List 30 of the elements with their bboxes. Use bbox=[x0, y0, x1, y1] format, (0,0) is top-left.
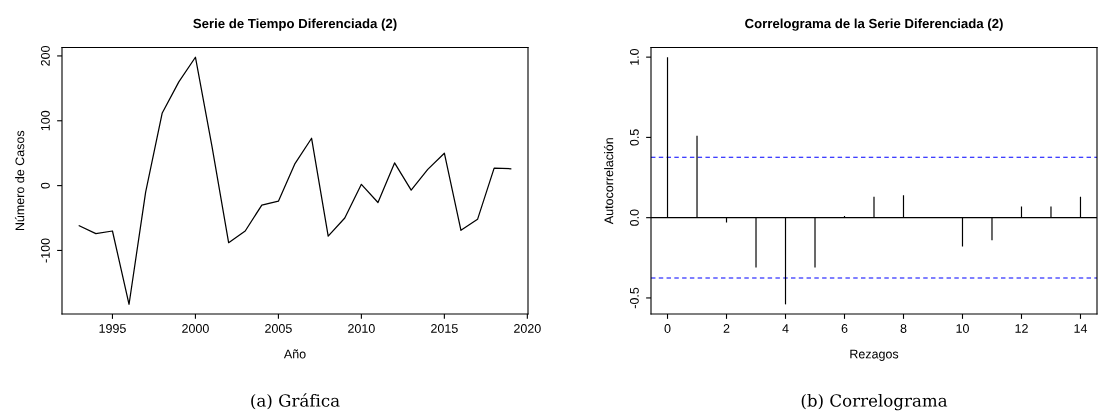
y-tick-label: 0.5 bbox=[629, 129, 639, 146]
y-tick-label: 0.0 bbox=[629, 209, 639, 226]
x-tick-label: 2020 bbox=[514, 324, 541, 333]
y-axis-title: Autocorrelación bbox=[603, 138, 614, 225]
x-axis-title: Año bbox=[283, 349, 306, 359]
y-tick-label: 100 bbox=[40, 110, 50, 131]
x-tick-label: 12 bbox=[1015, 324, 1028, 333]
x-tick-label: 1995 bbox=[99, 324, 126, 333]
y-tick-label: -100 bbox=[40, 238, 50, 263]
y-tick-label: 200 bbox=[40, 45, 50, 66]
x-tick-label: 2 bbox=[723, 324, 730, 333]
x-tick-label: 2000 bbox=[182, 324, 209, 333]
x-tick-label: 6 bbox=[841, 324, 848, 333]
x-tick-label: 2015 bbox=[431, 324, 458, 333]
y-tick-label: -0.5 bbox=[629, 287, 639, 309]
x-tick-label: 2005 bbox=[265, 324, 292, 333]
text: (b) Correlograma bbox=[801, 393, 948, 411]
chart-title: Correlograma de la Serie Diferenciada (2) bbox=[745, 18, 1003, 31]
y-tick-label: 1.0 bbox=[629, 48, 639, 65]
x-tick-label: 0 bbox=[664, 324, 671, 333]
x-tick-label: 4 bbox=[782, 324, 789, 333]
chart-title: Serie de Tiempo Diferenciada (2) bbox=[193, 18, 397, 31]
x-tick-label: 8 bbox=[900, 324, 907, 333]
x-tick-label: 10 bbox=[956, 324, 969, 333]
x-tick-label: 14 bbox=[1074, 324, 1088, 333]
y-tick-label: 0 bbox=[40, 182, 50, 189]
y-axis-title: Número de Casos bbox=[14, 130, 25, 231]
x-axis-title: Rezagos bbox=[850, 349, 899, 361]
x-tick-label: 2010 bbox=[348, 324, 375, 333]
text: (a) Gráfica bbox=[251, 393, 340, 410]
